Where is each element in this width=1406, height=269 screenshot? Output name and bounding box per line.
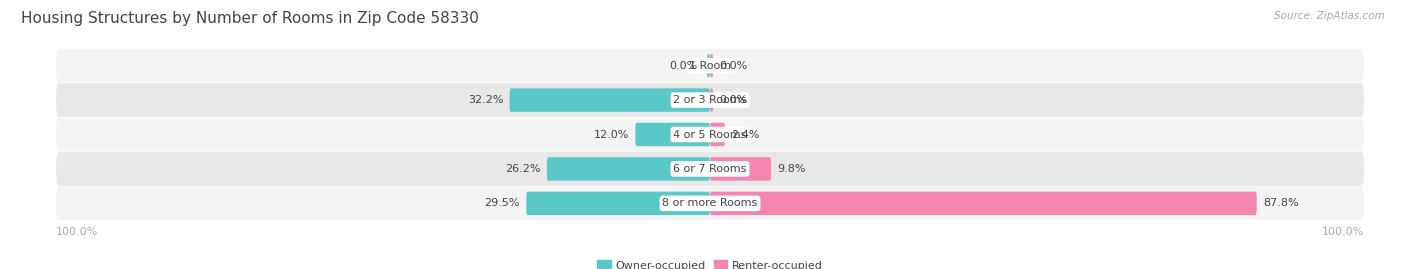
Text: 9.8%: 9.8%	[778, 164, 806, 174]
FancyBboxPatch shape	[710, 88, 713, 112]
FancyBboxPatch shape	[710, 54, 713, 77]
FancyBboxPatch shape	[56, 83, 1364, 117]
Text: 32.2%: 32.2%	[468, 95, 503, 105]
FancyBboxPatch shape	[56, 186, 1364, 220]
Text: 29.5%: 29.5%	[485, 198, 520, 208]
FancyBboxPatch shape	[710, 157, 770, 181]
Text: 6 or 7 Rooms: 6 or 7 Rooms	[673, 164, 747, 174]
Text: 100.0%: 100.0%	[1322, 228, 1364, 238]
Text: Source: ZipAtlas.com: Source: ZipAtlas.com	[1274, 11, 1385, 21]
Legend: Owner-occupied, Renter-occupied: Owner-occupied, Renter-occupied	[593, 256, 827, 269]
FancyBboxPatch shape	[547, 157, 710, 181]
FancyBboxPatch shape	[509, 88, 710, 112]
Text: 8 or more Rooms: 8 or more Rooms	[662, 198, 758, 208]
FancyBboxPatch shape	[636, 123, 710, 146]
Text: 2.4%: 2.4%	[731, 129, 759, 140]
FancyBboxPatch shape	[56, 49, 1364, 83]
Text: 87.8%: 87.8%	[1263, 198, 1299, 208]
Text: 4 or 5 Rooms: 4 or 5 Rooms	[673, 129, 747, 140]
Text: 0.0%: 0.0%	[669, 61, 697, 71]
FancyBboxPatch shape	[710, 123, 725, 146]
FancyBboxPatch shape	[710, 192, 1257, 215]
FancyBboxPatch shape	[526, 192, 710, 215]
Text: 12.0%: 12.0%	[593, 129, 628, 140]
Text: 1 Room: 1 Room	[689, 61, 731, 71]
Text: 100.0%: 100.0%	[56, 228, 98, 238]
Text: 0.0%: 0.0%	[720, 95, 748, 105]
Text: 0.0%: 0.0%	[720, 61, 748, 71]
FancyBboxPatch shape	[56, 118, 1364, 151]
Text: 26.2%: 26.2%	[505, 164, 541, 174]
Text: Housing Structures by Number of Rooms in Zip Code 58330: Housing Structures by Number of Rooms in…	[21, 11, 479, 26]
FancyBboxPatch shape	[56, 152, 1364, 186]
Text: 2 or 3 Rooms: 2 or 3 Rooms	[673, 95, 747, 105]
FancyBboxPatch shape	[707, 54, 710, 77]
